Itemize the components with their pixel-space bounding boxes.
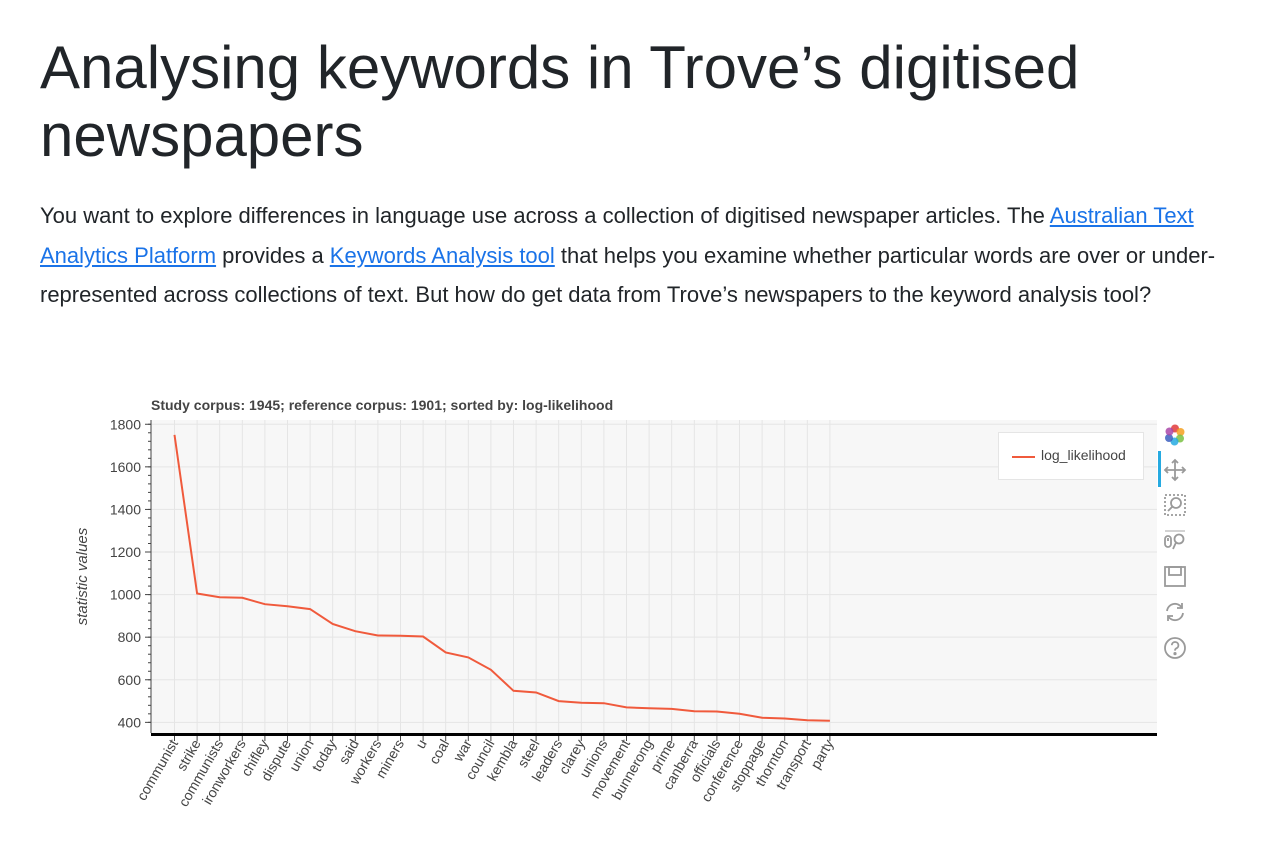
y-tick-label: 800 [118,629,142,645]
y-tick-label: 1800 [110,416,141,432]
x-tick-label: coal [426,737,453,767]
bokeh-logo-icon[interactable] [1158,418,1192,452]
x-tick-label: party [807,737,836,772]
y-tick-label: 600 [118,672,142,688]
atap-link[interactable]: Australian Text Analytics Platform [40,203,1194,268]
y-tick-label: 400 [118,714,142,730]
intro-text-1: You want to explore differences in langu… [40,203,1050,228]
active-tool-indicator [1158,451,1161,487]
chart-title: Study corpus: 1945; reference corpus: 19… [151,397,614,413]
keywords-tool-link[interactable]: Keywords Analysis tool [329,242,555,268]
x-axis-line [151,733,1157,736]
wheel-zoom-icon[interactable] [1158,524,1192,558]
reset-icon[interactable] [1158,595,1192,629]
y-tick-label: 1600 [110,459,141,475]
legend-label: log_likelihood [1041,447,1126,463]
x-tick-label: u [412,737,430,752]
pan-icon[interactable] [1158,453,1192,487]
y-axis-label: statistic values [74,527,91,625]
keyword-chart[interactable]: 400 600 800 1000 1200 1400 1600 1800 communist st… [60,410,1160,854]
legend-swatch [1012,456,1035,458]
y-tick-label: 1200 [110,544,141,560]
x-tick-label: communist [133,736,181,803]
y-tick-label: 1400 [110,501,141,517]
intro-text-3: that helps you examine whether particula… [40,242,1216,308]
box-zoom-icon[interactable] [1158,488,1192,522]
series-line-log_likelihood [173,434,830,722]
plot-area [151,420,1157,733]
save-icon[interactable] [1158,559,1192,593]
y-tick-label: 1000 [110,587,141,603]
help-icon[interactable] [1158,631,1192,665]
chart-legend: log_likelihood [998,432,1144,480]
intro-paragraph: You want to explore differences in langu… [40,196,1230,315]
page-title: Analysing keywords in Trove’s digitised … [40,34,1080,169]
x-tick-label: today [308,737,339,775]
intro-text-2: provides a [216,242,330,268]
